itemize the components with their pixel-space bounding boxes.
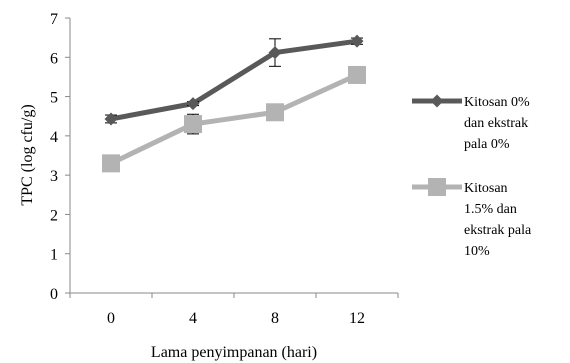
legend-label: 10% (464, 244, 490, 259)
y-axis-title: TPC (log cfu/g) (19, 104, 36, 205)
data-point (266, 103, 284, 122)
legend-label: Kitosan (464, 181, 508, 196)
legend-label: ekstrak pala (464, 223, 532, 238)
legend-entry-1: Kitosan 0% dan ekstrak pala 0% (412, 94, 530, 152)
y-tick-label: 3 (50, 168, 58, 185)
legend-label: pala 0% (464, 137, 510, 152)
x-tick-label: 8 (271, 310, 279, 327)
y-tick-label: 7 (50, 11, 58, 28)
data-point (348, 65, 366, 84)
legend-label: 1.5% dan (464, 202, 517, 217)
legend: Kitosan 0% dan ekstrak pala 0% Kitosan 1.5% … (412, 94, 532, 259)
y-tick-label: 5 (50, 90, 58, 107)
legend-label: Kitosan 0% (464, 95, 530, 110)
series-layer (102, 34, 366, 173)
legend-swatch-marker (428, 178, 446, 196)
x-tick-label: 4 (189, 310, 197, 327)
data-point (350, 34, 364, 48)
x-tick-label: 12 (349, 310, 365, 327)
x-ticks: 0 4 8 12 (69, 293, 399, 327)
series-line (110, 38, 358, 122)
y-tick-label: 4 (50, 129, 58, 146)
data-point (268, 46, 282, 60)
x-tick-label: 0 (107, 310, 115, 327)
legend-label: dan ekstrak (464, 116, 528, 131)
y-tick-label: 0 (50, 286, 58, 303)
series-line (109, 72, 359, 166)
y-ticks: 0 1 2 3 4 5 6 7 (50, 11, 70, 303)
y-tick-label: 2 (50, 207, 58, 224)
series-1 (104, 34, 364, 126)
data-point (102, 154, 120, 173)
data-point (104, 112, 118, 126)
series-2 (102, 65, 366, 173)
data-point (184, 115, 202, 134)
y-tick-label: 1 (50, 247, 58, 264)
data-point (186, 97, 200, 111)
x-axis-title: Lama penyimpanan (hari) (151, 344, 317, 361)
y-tick-label: 6 (50, 50, 58, 67)
legend-swatch-marker (430, 94, 444, 108)
legend-entry-2: Kitosan 1.5% dan ekstrak pala 10% (412, 178, 532, 259)
